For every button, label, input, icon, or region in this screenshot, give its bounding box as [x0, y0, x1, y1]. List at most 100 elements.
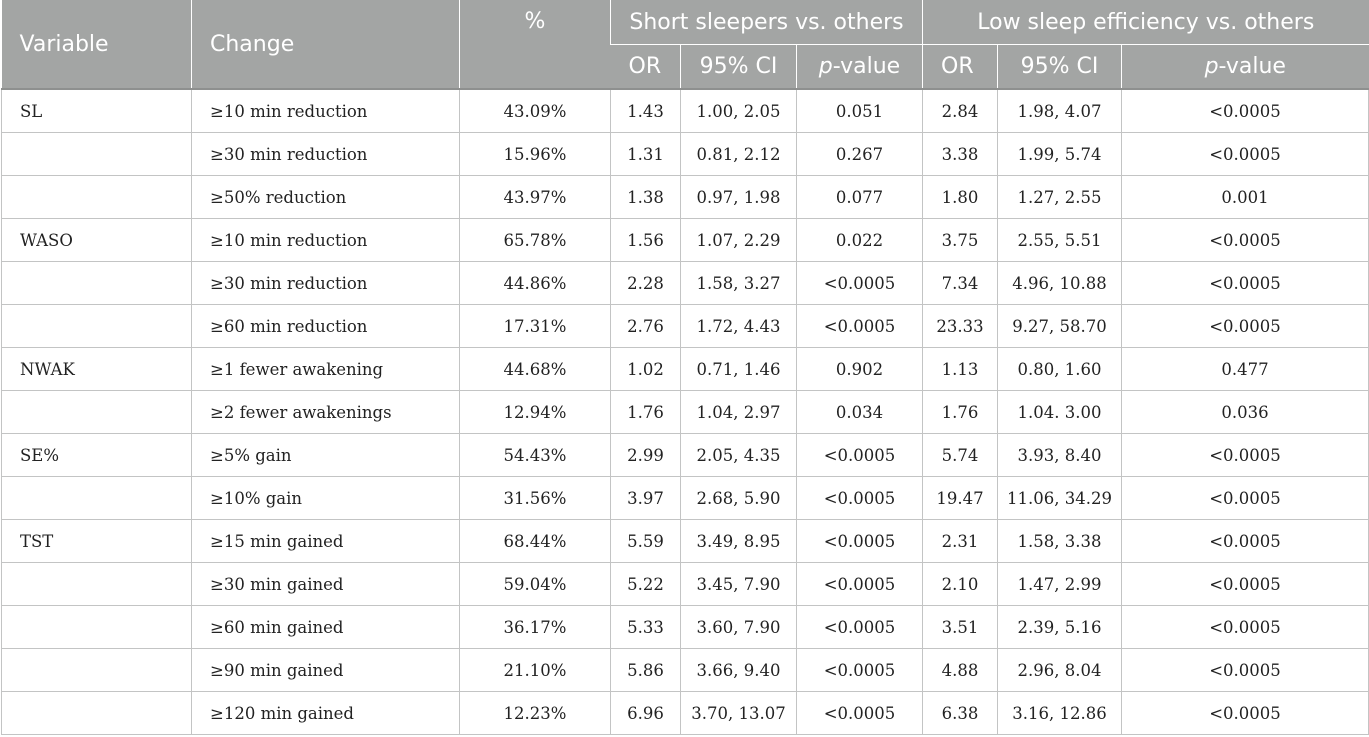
cell-p-short-sleepers: <0.0005 — [795, 519, 923, 563]
cell-p-low-efficiency: <0.0005 — [1121, 519, 1369, 563]
cell-or-short-sleepers: 6.96 — [610, 691, 681, 735]
table-row: ≥60 min gained 36.17% 5.33 3.60, 7.90 <0.000… — [1, 605, 1369, 649]
cell-p-short-sleepers: <0.0005 — [795, 648, 923, 692]
cell-or-short-sleepers: 2.99 — [610, 433, 681, 477]
table-row: SL ≥10 min reduction 43.09% 1.43 1.00, 2.05 0… — [1, 88, 1369, 133]
cell-p-short-sleepers: <0.0005 — [795, 304, 923, 348]
cell-p-short-sleepers: <0.0005 — [795, 562, 923, 606]
cell-variable — [1, 390, 192, 434]
header-p-rest: -value — [1218, 54, 1286, 79]
cell-ci-low-efficiency: 1.47, 2.99 — [997, 562, 1122, 606]
cell-percent: 44.86% — [459, 261, 611, 305]
cell-percent: 43.97% — [459, 175, 611, 219]
cell-or-short-sleepers: 5.59 — [610, 519, 681, 563]
header-group-low-efficiency: Low sleep efficiency vs. others — [922, 0, 1369, 45]
cell-ci-short-sleepers: 1.04, 2.97 — [680, 390, 797, 434]
cell-ci-short-sleepers: 2.05, 4.35 — [680, 433, 797, 477]
cell-or-low-efficiency: 2.10 — [922, 562, 998, 606]
header-or-2: OR — [922, 44, 998, 89]
cell-variable — [1, 648, 192, 692]
cell-change: ≥15 min gained — [191, 519, 460, 563]
cell-ci-low-efficiency: 1.99, 5.74 — [997, 132, 1122, 176]
header-p-rest: -value — [832, 54, 901, 79]
cell-ci-short-sleepers: 3.66, 9.40 — [680, 648, 797, 692]
table-row: NWAK ≥1 fewer awakening 44.68% 1.02 0.71, 1.… — [1, 347, 1369, 391]
cell-p-low-efficiency: <0.0005 — [1121, 433, 1369, 477]
cell-p-short-sleepers: 0.051 — [795, 88, 923, 133]
cell-or-low-efficiency: 2.31 — [922, 519, 998, 563]
cell-p-short-sleepers: <0.0005 — [795, 605, 923, 649]
cell-p-low-efficiency: 0.477 — [1121, 347, 1369, 391]
cell-ci-short-sleepers: 3.60, 7.90 — [680, 605, 797, 649]
cell-ci-short-sleepers: 3.70, 13.07 — [680, 691, 797, 735]
table-row: ≥30 min reduction 15.96% 1.31 0.81, 2.12 0.2… — [1, 132, 1369, 176]
cell-variable — [1, 261, 192, 305]
header-ci-2: 95% CI — [997, 44, 1122, 89]
cell-change: ≥10% gain — [191, 476, 460, 520]
cell-change: ≥5% gain — [191, 433, 460, 477]
cell-or-short-sleepers: 5.33 — [610, 605, 681, 649]
cell-ci-short-sleepers: 3.45, 7.90 — [680, 562, 797, 606]
cell-or-short-sleepers: 1.31 — [610, 132, 681, 176]
header-row-sub: OR 95% CI p-value OR 95% CI p-value — [2, 44, 1369, 89]
cell-ci-short-sleepers: 0.97, 1.98 — [680, 175, 797, 219]
cell-variable — [1, 175, 192, 219]
cell-or-short-sleepers: 1.76 — [610, 390, 681, 434]
table-header: Variable Change % Short sleepers vs. oth… — [1, 0, 1369, 89]
cell-p-short-sleepers: <0.0005 — [795, 476, 923, 520]
cell-change: ≥30 min reduction — [191, 132, 460, 176]
cell-p-short-sleepers: 0.077 — [795, 175, 923, 219]
cell-variable: SE% — [1, 433, 192, 477]
cell-ci-low-efficiency: 9.27, 58.70 — [997, 304, 1122, 348]
table-body: SL ≥10 min reduction 43.09% 1.43 1.00, 2.05 0… — [1, 88, 1369, 735]
cell-percent: 12.23% — [459, 691, 611, 735]
cell-p-short-sleepers: 0.034 — [795, 390, 923, 434]
cell-p-low-efficiency: <0.0005 — [1121, 304, 1369, 348]
cell-p-low-efficiency: <0.0005 — [1121, 648, 1369, 692]
cell-ci-low-efficiency: 2.39, 5.16 — [997, 605, 1122, 649]
cell-or-short-sleepers: 1.02 — [610, 347, 681, 391]
cell-or-low-efficiency: 19.47 — [922, 476, 998, 520]
cell-p-low-efficiency: <0.0005 — [1121, 691, 1369, 735]
cell-change: ≥10 min reduction — [191, 218, 460, 262]
cell-or-low-efficiency: 6.38 — [922, 691, 998, 735]
cell-or-low-efficiency: 3.38 — [922, 132, 998, 176]
cell-p-short-sleepers: <0.0005 — [795, 261, 923, 305]
cell-variable — [1, 691, 192, 735]
cell-change: ≥90 min gained — [191, 648, 460, 692]
cell-change: ≥50% reduction — [191, 175, 460, 219]
cell-or-short-sleepers: 3.97 — [610, 476, 681, 520]
cell-p-low-efficiency: <0.0005 — [1121, 218, 1369, 262]
cell-ci-short-sleepers: 1.07, 2.29 — [680, 218, 797, 262]
cell-percent: 54.43% — [459, 433, 611, 477]
cell-or-short-sleepers: 2.28 — [610, 261, 681, 305]
cell-or-short-sleepers: 5.86 — [610, 648, 681, 692]
cell-variable — [1, 476, 192, 520]
cell-variable — [1, 304, 192, 348]
header-p-2: p-value — [1121, 44, 1369, 89]
cell-ci-low-efficiency: 2.96, 8.04 — [997, 648, 1122, 692]
header-ci-1: 95% CI — [680, 44, 797, 89]
cell-or-short-sleepers: 1.38 — [610, 175, 681, 219]
cell-p-low-efficiency: <0.0005 — [1121, 88, 1369, 133]
cell-p-low-efficiency: <0.0005 — [1121, 562, 1369, 606]
cell-p-short-sleepers: 0.267 — [795, 132, 923, 176]
table-row: SE% ≥5% gain 54.43% 2.99 2.05, 4.35 <0.0005 5.… — [1, 433, 1369, 477]
cell-or-low-efficiency: 2.84 — [922, 88, 998, 133]
cell-percent: 44.68% — [459, 347, 611, 391]
table-row: ≥50% reduction 43.97% 1.38 0.97, 1.98 0.077 1… — [1, 175, 1369, 219]
cell-ci-low-efficiency: 1.27, 2.55 — [997, 175, 1122, 219]
cell-p-short-sleepers: 0.902 — [795, 347, 923, 391]
cell-or-low-efficiency: 5.74 — [922, 433, 998, 477]
cell-ci-short-sleepers: 1.72, 4.43 — [680, 304, 797, 348]
cell-or-low-efficiency: 3.51 — [922, 605, 998, 649]
header-or-1: OR — [610, 44, 681, 89]
cell-percent: 68.44% — [459, 519, 611, 563]
cell-percent: 15.96% — [459, 132, 611, 176]
cell-percent: 12.94% — [459, 390, 611, 434]
cell-variable — [1, 562, 192, 606]
cell-or-low-efficiency: 7.34 — [922, 261, 998, 305]
cell-p-low-efficiency: <0.0005 — [1121, 476, 1369, 520]
cell-ci-short-sleepers: 2.68, 5.90 — [680, 476, 797, 520]
table-row: WASO ≥10 min reduction 65.78% 1.56 1.07, 2.2… — [1, 218, 1369, 262]
